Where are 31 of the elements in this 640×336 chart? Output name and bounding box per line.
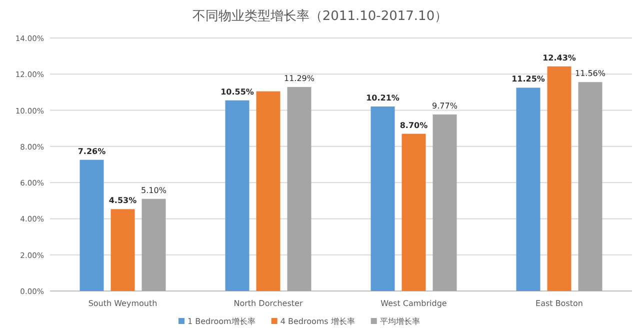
bar	[80, 160, 104, 291]
bar	[578, 82, 602, 291]
data-label: 10.55%	[220, 87, 254, 96]
data-label: 5.10%	[141, 186, 167, 195]
legend-label: 1 Bedroom增长率	[188, 317, 256, 326]
data-label: 7.26%	[78, 146, 106, 156]
x-tick-label: North Dorchester	[234, 299, 304, 308]
bar	[256, 91, 280, 291]
bar	[110, 209, 135, 291]
legend-label: 4 Bedrooms 增长率	[280, 317, 355, 326]
x-tick-label: South Weymouth	[88, 299, 158, 308]
data-label: 11.56%	[574, 69, 606, 78]
bar	[516, 88, 540, 291]
chart-title: 不同物业类型增长率（2011.10-2017.10）	[192, 8, 448, 24]
x-tick-label: West Cambridge	[380, 299, 447, 308]
data-label: 12.43%	[542, 53, 576, 62]
x-tick-label: East Boston	[536, 299, 583, 308]
bar	[287, 86, 312, 291]
bar	[370, 106, 395, 291]
bar	[142, 198, 166, 291]
bar	[432, 114, 457, 291]
data-label: 8.70%	[400, 120, 428, 130]
bar	[402, 134, 426, 291]
bar	[547, 66, 572, 291]
data-label: 4.53%	[108, 196, 137, 206]
data-label: 11.25%	[512, 74, 545, 84]
data-label: 11.29%	[284, 74, 315, 83]
bar	[225, 100, 250, 291]
data-label: 9.77%	[432, 101, 458, 110]
data-label: 10.21%	[366, 93, 400, 102]
legend-label: 平均增长率	[380, 317, 420, 326]
